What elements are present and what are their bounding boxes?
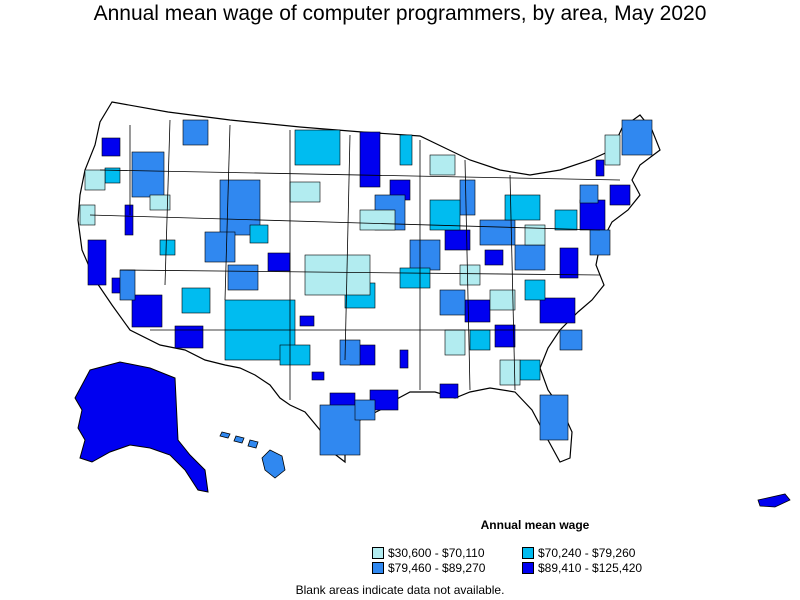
blank-areas-note: Blank areas indicate data not available. xyxy=(295,583,505,597)
legend-item-2: $70,240 - $79,260 xyxy=(522,546,635,560)
legend-label-4: $89,410 - $125,420 xyxy=(538,561,643,575)
puerto-rico-region xyxy=(757,493,791,508)
legend-swatch-4 xyxy=(522,562,534,574)
map-title: Annual mean wage of computer programmers… xyxy=(93,2,707,25)
areas-tier4 xyxy=(87,131,631,412)
legend-swatch-1 xyxy=(372,547,384,559)
legend-swatch-3 xyxy=(372,562,384,574)
legend-swatch-2 xyxy=(522,547,534,559)
alaska-region xyxy=(74,361,209,493)
legend-item-3: $79,460 - $89,270 xyxy=(372,561,485,575)
state-boundaries xyxy=(89,119,621,400)
legend-item-4: $89,410 - $125,420 xyxy=(522,561,642,575)
areas-tier1 xyxy=(79,134,621,386)
legend-label-2: $70,240 - $79,260 xyxy=(538,546,636,560)
legend-label-1: $30,600 - $70,110 xyxy=(388,546,485,560)
hawaii-region xyxy=(219,431,286,479)
legend-label-3: $79,460 - $89,270 xyxy=(388,561,486,575)
legend-item-1: $30,600 - $70,110 xyxy=(372,546,485,560)
legend-title: Annual mean wage xyxy=(480,518,590,532)
